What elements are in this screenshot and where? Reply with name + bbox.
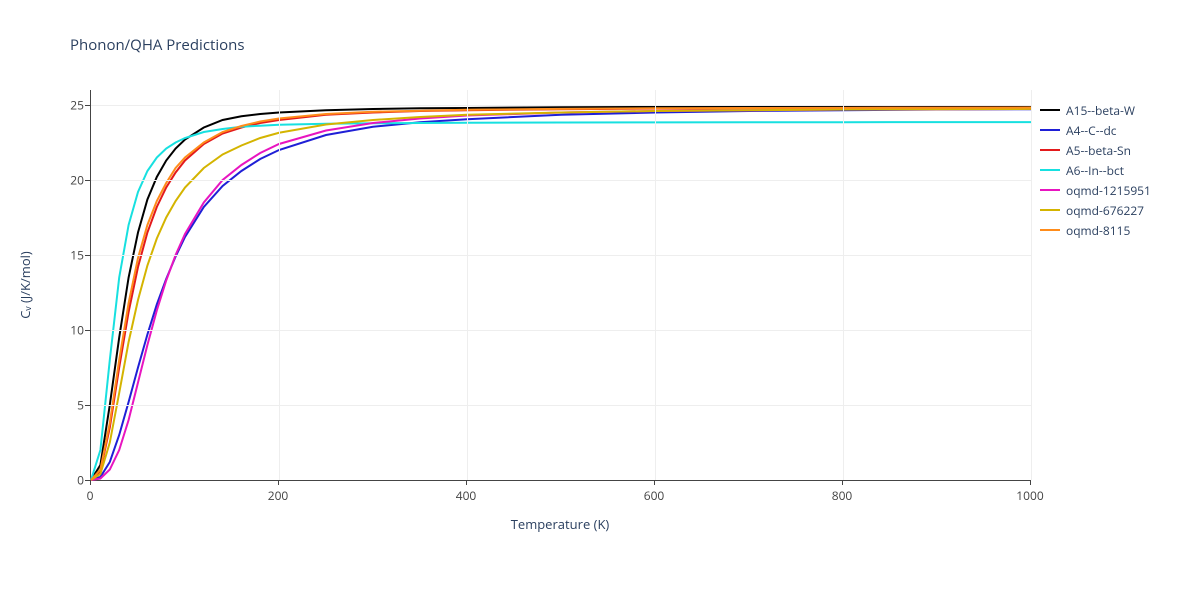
y-tick-mark xyxy=(85,480,90,481)
y-tick-label: 20 xyxy=(44,172,84,189)
y-tick-mark xyxy=(85,105,90,106)
legend-label: oqmd-676227 xyxy=(1066,202,1144,219)
y-tick-mark xyxy=(85,330,90,331)
chart-title: Phonon/QHA Predictions xyxy=(70,35,245,55)
legend-label: A5--beta-Sn xyxy=(1066,142,1131,159)
legend-item[interactable]: A15--beta-W xyxy=(1040,100,1151,120)
x-tick-mark xyxy=(1030,480,1031,485)
legend-swatch xyxy=(1040,149,1060,151)
legend-swatch xyxy=(1040,209,1060,211)
x-tick-label: 1000 xyxy=(1016,487,1043,504)
grid-line-vertical xyxy=(655,90,656,480)
legend-label: oqmd-1215951 xyxy=(1066,182,1151,199)
y-tick-label: 5 xyxy=(44,397,84,414)
legend-label: oqmd-8115 xyxy=(1066,222,1130,239)
x-tick-label: 800 xyxy=(832,487,853,504)
legend-item[interactable]: A5--beta-Sn xyxy=(1040,140,1151,160)
x-tick-mark xyxy=(466,480,467,485)
y-tick-label: 15 xyxy=(44,247,84,264)
x-tick-mark xyxy=(842,480,843,485)
chart-container: Phonon/QHA Predictions Temperature (K) C… xyxy=(0,0,1200,600)
y-tick-label: 25 xyxy=(44,97,84,114)
x-tick-mark xyxy=(278,480,279,485)
series-line[interactable] xyxy=(91,109,1031,480)
legend-swatch xyxy=(1040,109,1060,111)
grid-line-horizontal xyxy=(91,180,1031,181)
series-line[interactable] xyxy=(91,109,1031,480)
legend-label: A4--C--dc xyxy=(1066,122,1117,139)
legend-swatch xyxy=(1040,129,1060,131)
series-line[interactable] xyxy=(91,109,1031,480)
series-line[interactable] xyxy=(91,108,1031,480)
x-tick-label: 0 xyxy=(87,487,94,504)
x-tick-label: 400 xyxy=(456,487,477,504)
grid-line-horizontal xyxy=(91,255,1031,256)
y-tick-label: 10 xyxy=(44,322,84,339)
legend-swatch xyxy=(1040,189,1060,191)
legend-item[interactable]: oqmd-1215951 xyxy=(1040,180,1151,200)
plot-area[interactable] xyxy=(90,90,1031,481)
grid-line-vertical xyxy=(467,90,468,480)
grid-line-vertical xyxy=(1031,90,1032,480)
legend-label: A15--beta-W xyxy=(1066,102,1135,119)
y-axis-label: Cᵥ (J/K/mol) xyxy=(16,251,34,319)
legend-swatch xyxy=(1040,169,1060,171)
legend: A15--beta-W A4--C--dc A5--beta-Sn A6--In--b… xyxy=(1040,100,1151,240)
curves-svg xyxy=(91,90,1031,480)
x-tick-mark xyxy=(654,480,655,485)
legend-item[interactable]: oqmd-676227 xyxy=(1040,200,1151,220)
series-line[interactable] xyxy=(91,107,1031,481)
grid-line-horizontal xyxy=(91,330,1031,331)
grid-line-horizontal xyxy=(91,405,1031,406)
x-tick-label: 600 xyxy=(644,487,665,504)
y-tick-mark xyxy=(85,255,90,256)
legend-item[interactable]: oqmd-8115 xyxy=(1040,220,1151,240)
grid-line-vertical xyxy=(279,90,280,480)
legend-swatch xyxy=(1040,229,1060,231)
y-tick-mark xyxy=(85,180,90,181)
series-line[interactable] xyxy=(91,122,1031,480)
grid-line-vertical xyxy=(843,90,844,480)
x-axis-label: Temperature (K) xyxy=(90,515,1030,533)
legend-item[interactable]: A6--In--bct xyxy=(1040,160,1151,180)
x-tick-label: 200 xyxy=(268,487,289,504)
x-tick-mark xyxy=(90,480,91,485)
grid-line-horizontal xyxy=(91,105,1031,106)
y-tick-mark xyxy=(85,405,90,406)
y-tick-label: 0 xyxy=(44,472,84,489)
legend-item[interactable]: A4--C--dc xyxy=(1040,120,1151,140)
series-line[interactable] xyxy=(91,108,1031,480)
legend-label: A6--In--bct xyxy=(1066,162,1124,179)
